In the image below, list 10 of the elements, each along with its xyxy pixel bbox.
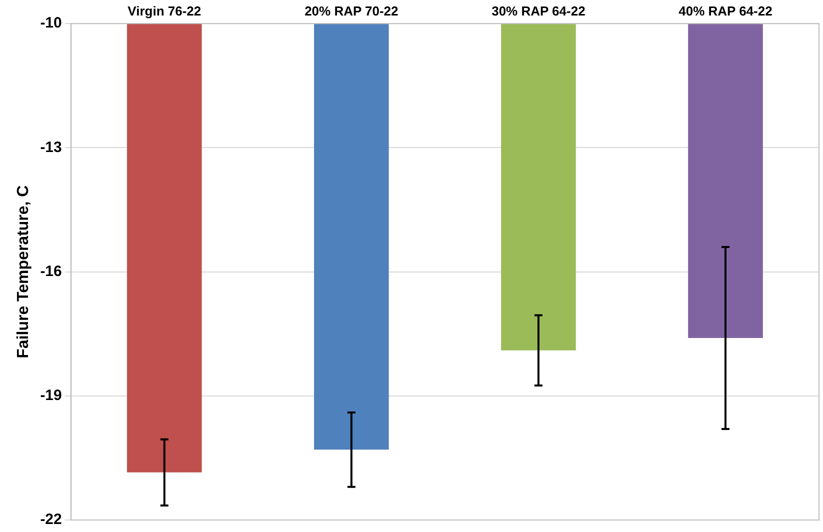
x-tick-label: Virgin 76-22 <box>128 3 202 18</box>
y-tick-label: -19 <box>40 387 62 404</box>
y-tick-label: -13 <box>40 138 62 156</box>
y-tick-label: -16 <box>40 262 62 280</box>
y-tick-label: -10 <box>40 14 62 32</box>
y-tick-label: -22 <box>40 511 62 528</box>
x-tick-label: 30% RAP 64-22 <box>492 3 586 18</box>
x-tick-label: 20% RAP 70-22 <box>304 3 398 18</box>
y-axis-title: Failure Temperature, C <box>15 184 32 358</box>
x-tick-label: 40% RAP 64-22 <box>678 3 772 18</box>
